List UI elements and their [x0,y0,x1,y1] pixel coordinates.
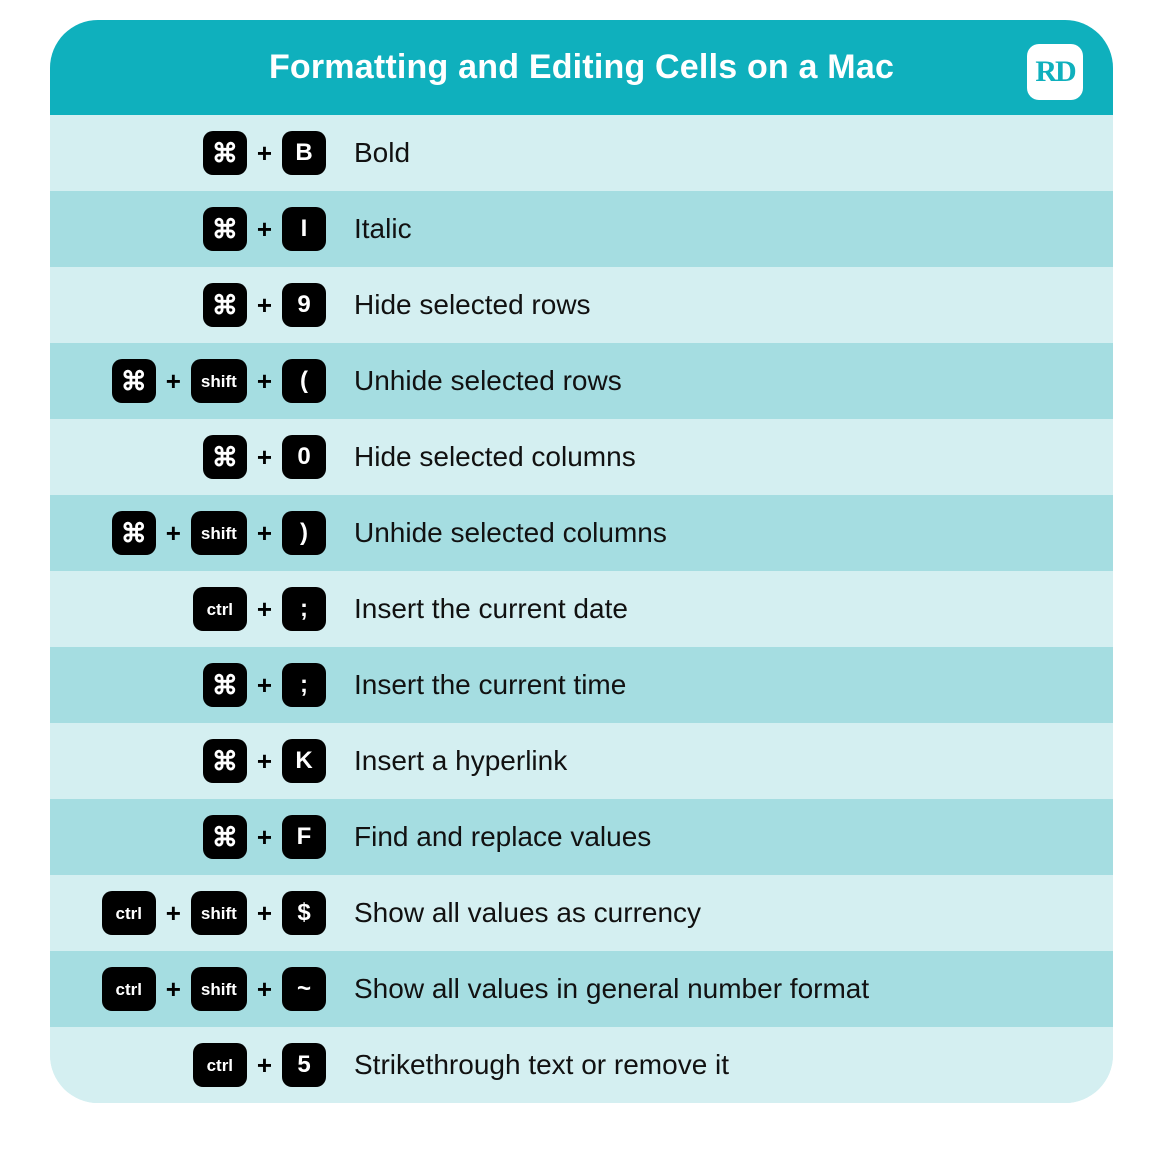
key-combo: ⌘ + B [50,131,340,175]
char-key: 9 [282,283,326,327]
key-combo: ctrl +; [50,587,340,631]
plus-joiner: + [166,974,181,1005]
shortcut-rows: ⌘ + B Bold ⌘ + I Italic ⌘ +9 Hide selected rows ⌘ + s… [50,115,1113,1103]
plus-joiner: + [257,442,272,473]
char-key: K [282,739,326,783]
key-combo: ctrl + shift + $ [50,891,340,935]
shift-key: shift [191,891,247,935]
key-combo: ⌘ + K [50,739,340,783]
shortcut-description: Insert a hyperlink [340,744,1113,778]
key-combo: ⌘ + shift +) [50,511,340,555]
key-combo: ⌘ + F [50,815,340,859]
shortcut-description: Hide selected columns [340,440,1113,474]
shortcut-row: ctrl + shift + ~ Show all values in general n… [50,951,1113,1027]
key-combo: ⌘ +9 [50,283,340,327]
char-key: ( [282,359,326,403]
shortcut-description: Show all values as currency [340,896,1113,930]
shortcut-row: ⌘ +0 Hide selected columns [50,419,1113,495]
char-key: $ [282,891,326,935]
shortcut-row: ⌘ +; Insert the current time [50,647,1113,723]
shortcut-description: Insert the current date [340,592,1113,626]
char-key: 5 [282,1043,326,1087]
command-key-icon: ⌘ [203,739,247,783]
key-combo: ctrl + shift + ~ [50,967,340,1011]
shortcut-card: Formatting and Editing Cells on a Mac RD… [50,20,1113,1103]
ctrl-key: ctrl [102,967,156,1011]
char-key: ; [282,663,326,707]
char-key: I [282,207,326,251]
plus-joiner: + [257,670,272,701]
shortcut-row: ctrl +; Insert the current date [50,571,1113,647]
shortcut-row: ctrl +5 Strikethrough text or remove it [50,1027,1113,1103]
key-combo: ⌘ +; [50,663,340,707]
rd-logo-text: RD [1035,55,1074,89]
char-key: B [282,131,326,175]
ctrl-key: ctrl [102,891,156,935]
shortcut-description: Strikethrough text or remove it [340,1048,1113,1082]
command-key-icon: ⌘ [203,815,247,859]
command-key-icon: ⌘ [112,359,156,403]
plus-joiner: + [257,594,272,625]
shortcut-row: ⌘ + F Find and replace values [50,799,1113,875]
plus-joiner: + [257,214,272,245]
shortcut-description: Show all values in general number format [340,972,1113,1006]
plus-joiner: + [166,898,181,929]
shift-key: shift [191,511,247,555]
card-header: Formatting and Editing Cells on a Mac RD [50,20,1113,115]
plus-joiner: + [166,366,181,397]
command-key-icon: ⌘ [203,435,247,479]
plus-joiner: + [257,366,272,397]
shortcut-row: ⌘ +9 Hide selected rows [50,267,1113,343]
shortcut-description: Hide selected rows [340,288,1113,322]
plus-joiner: + [166,518,181,549]
shortcut-description: Unhide selected rows [340,364,1113,398]
char-key: ) [282,511,326,555]
plus-joiner: + [257,138,272,169]
char-key: 0 [282,435,326,479]
shortcut-description: Italic [340,212,1113,246]
command-key-icon: ⌘ [203,207,247,251]
command-key-icon: ⌘ [203,663,247,707]
shortcut-row: ctrl + shift + $ Show all values as currency [50,875,1113,951]
plus-joiner: + [257,898,272,929]
command-key-icon: ⌘ [203,283,247,327]
plus-joiner: + [257,290,272,321]
key-combo: ⌘ + shift + ( [50,359,340,403]
command-key-icon: ⌘ [203,131,247,175]
shortcut-description: Insert the current time [340,668,1113,702]
key-combo: ⌘ + I [50,207,340,251]
key-combo: ctrl +5 [50,1043,340,1087]
shift-key: shift [191,359,247,403]
plus-joiner: + [257,518,272,549]
ctrl-key: ctrl [193,587,247,631]
plus-joiner: + [257,974,272,1005]
plus-joiner: + [257,1050,272,1081]
plus-joiner: + [257,822,272,853]
shortcut-row: ⌘ + K Insert a hyperlink [50,723,1113,799]
char-key: ~ [282,967,326,1011]
shortcut-description: Bold [340,136,1113,170]
shortcut-row: ⌘ + I Italic [50,191,1113,267]
shortcut-description: Find and replace values [340,820,1113,854]
rd-logo: RD [1027,44,1083,100]
shift-key: shift [191,967,247,1011]
char-key: ; [282,587,326,631]
command-key-icon: ⌘ [112,511,156,555]
shortcut-row: ⌘ + shift + ( Unhide selected rows [50,343,1113,419]
key-combo: ⌘ +0 [50,435,340,479]
ctrl-key: ctrl [193,1043,247,1087]
shortcut-description: Unhide selected columns [340,516,1113,550]
char-key: F [282,815,326,859]
shortcut-row: ⌘ + B Bold [50,115,1113,191]
shortcut-row: ⌘ + shift +) Unhide selected columns [50,495,1113,571]
plus-joiner: + [257,746,272,777]
card-title: Formatting and Editing Cells on a Mac [82,48,1081,87]
